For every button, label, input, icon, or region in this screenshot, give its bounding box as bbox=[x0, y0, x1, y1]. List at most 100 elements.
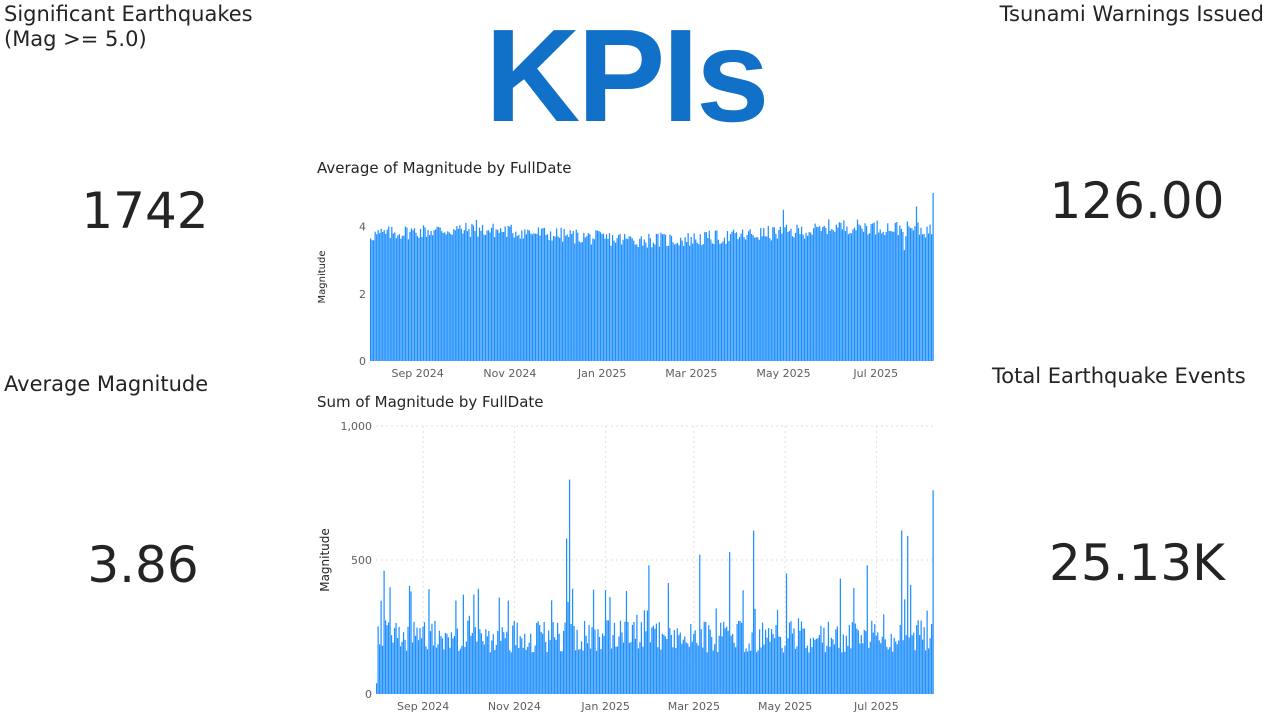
bar bbox=[793, 237, 795, 361]
bar bbox=[446, 633, 448, 694]
bar bbox=[546, 652, 548, 694]
bar bbox=[911, 228, 913, 361]
bar bbox=[537, 621, 539, 694]
bar bbox=[686, 242, 688, 361]
bar bbox=[554, 637, 556, 694]
bar bbox=[399, 646, 402, 694]
bar bbox=[434, 620, 436, 694]
bar bbox=[413, 621, 415, 694]
bar bbox=[818, 635, 821, 694]
bar bbox=[889, 647, 891, 694]
bar bbox=[598, 231, 600, 361]
bar bbox=[504, 638, 506, 694]
bar bbox=[684, 636, 686, 694]
page-headline: KPIs bbox=[485, 2, 769, 149]
bar bbox=[902, 231, 904, 361]
bar bbox=[615, 646, 617, 694]
bar bbox=[485, 629, 487, 694]
bar bbox=[669, 628, 671, 694]
bar bbox=[416, 627, 418, 694]
bar bbox=[917, 222, 919, 361]
bar bbox=[742, 590, 744, 694]
bar bbox=[591, 627, 593, 694]
bar bbox=[760, 228, 762, 361]
bar bbox=[802, 234, 804, 361]
bar bbox=[847, 645, 849, 694]
bar bbox=[836, 626, 838, 694]
bar bbox=[468, 615, 470, 694]
bar bbox=[729, 551, 731, 694]
bar bbox=[737, 239, 739, 361]
bar bbox=[812, 637, 815, 694]
bar bbox=[497, 630, 499, 694]
bar bbox=[391, 226, 393, 361]
bar bbox=[911, 635, 913, 694]
bar bbox=[519, 636, 521, 694]
bar bbox=[673, 630, 675, 694]
bar bbox=[447, 637, 450, 694]
bar bbox=[601, 633, 604, 694]
bar bbox=[837, 227, 839, 361]
bar bbox=[456, 628, 459, 694]
bar bbox=[672, 647, 674, 694]
bar bbox=[586, 236, 588, 361]
bar bbox=[655, 233, 658, 361]
bar bbox=[531, 652, 533, 694]
bar bbox=[565, 235, 567, 361]
bar bbox=[497, 229, 499, 361]
bar bbox=[643, 239, 645, 361]
bar bbox=[649, 238, 651, 361]
bar bbox=[823, 627, 825, 694]
bar bbox=[664, 234, 667, 361]
bar bbox=[708, 230, 710, 361]
bar bbox=[808, 232, 810, 361]
bar bbox=[396, 638, 399, 694]
bar bbox=[855, 230, 857, 361]
bar bbox=[377, 626, 379, 694]
bar bbox=[483, 644, 485, 694]
bar bbox=[932, 490, 934, 694]
bar bbox=[637, 247, 639, 361]
bar bbox=[825, 227, 827, 361]
bar bbox=[666, 245, 668, 361]
bar bbox=[716, 230, 718, 361]
bar bbox=[548, 240, 550, 361]
bar bbox=[462, 233, 464, 361]
bar bbox=[720, 622, 722, 694]
bar bbox=[840, 222, 842, 361]
bar bbox=[797, 618, 800, 694]
bar bbox=[376, 234, 378, 361]
bar bbox=[410, 228, 413, 361]
bar bbox=[637, 648, 640, 694]
bar bbox=[402, 632, 405, 694]
bar bbox=[687, 233, 689, 361]
bar bbox=[675, 647, 677, 694]
bar bbox=[908, 226, 910, 361]
bar bbox=[735, 232, 738, 361]
bar bbox=[707, 237, 709, 361]
bar bbox=[782, 652, 785, 694]
bar bbox=[853, 227, 856, 361]
bar bbox=[404, 226, 407, 361]
bar bbox=[661, 234, 664, 361]
bar bbox=[923, 627, 925, 694]
bar bbox=[395, 622, 397, 694]
bar bbox=[769, 238, 771, 361]
bar bbox=[429, 631, 432, 694]
bar bbox=[542, 633, 544, 694]
bar bbox=[919, 634, 921, 694]
bar bbox=[413, 228, 416, 361]
bar bbox=[622, 239, 624, 361]
bar bbox=[506, 236, 508, 361]
bar bbox=[564, 622, 566, 694]
bar bbox=[530, 633, 532, 694]
bar bbox=[577, 232, 579, 361]
bar bbox=[581, 241, 583, 361]
bar bbox=[912, 230, 915, 361]
bar bbox=[543, 621, 545, 694]
bar bbox=[683, 245, 685, 361]
bar bbox=[657, 233, 659, 361]
bar bbox=[561, 651, 563, 694]
bar bbox=[805, 647, 807, 694]
bar bbox=[607, 620, 610, 694]
